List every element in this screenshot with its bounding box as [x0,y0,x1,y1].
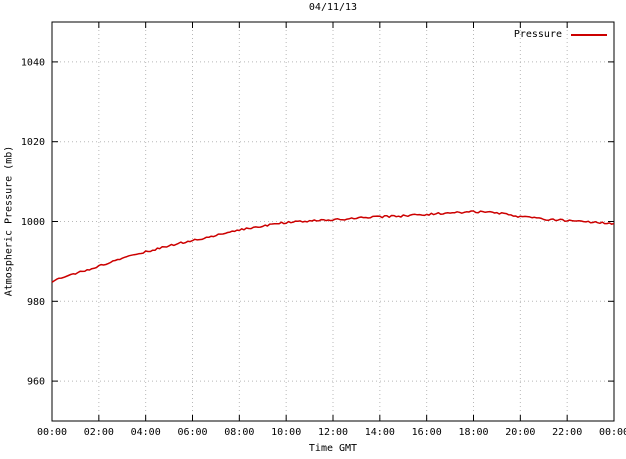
x-tick-label: 00:00 [37,427,67,438]
y-tick-label: 1040 [21,57,45,68]
y-tick-label: 1000 [21,217,45,228]
x-axis-label: Time GMT [308,443,358,454]
plot-border [51,21,615,422]
x-tick-label: 08:00 [224,427,254,438]
x-tick-label: 18:00 [458,427,488,438]
pressure-line [51,210,615,283]
x-tick-label: 12:00 [318,427,348,438]
chart-title: 04/11/13 [308,2,358,13]
y-tick-label: 1020 [21,137,45,148]
x-tick-label: 20:00 [505,427,535,438]
x-tick-label: 22:00 [552,427,582,438]
x-tick-label: 14:00 [365,427,395,438]
legend-label: Pressure [513,29,562,40]
x-tick-label: 02:00 [84,427,114,438]
y-tick-label: 960 [27,377,45,388]
x-tick-label: 00:00 [599,427,626,438]
x-tick-label: 06:00 [177,427,207,438]
x-tick-label: 04:00 [131,427,161,438]
y-axis-label: Atmospheric Pressure (mb) [3,145,15,297]
x-tick-label: 10:00 [271,427,301,438]
x-tick-label: 16:00 [412,427,442,438]
legend-line-swatch [571,33,607,36]
y-tick-label: 980 [27,297,45,308]
legend: Pressure [514,29,607,40]
